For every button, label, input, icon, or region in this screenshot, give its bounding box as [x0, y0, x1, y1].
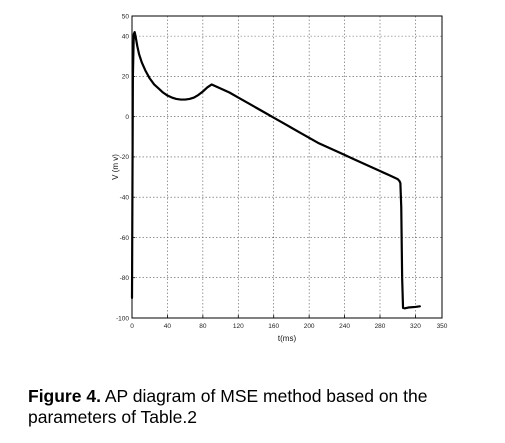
y-tick-label: -40	[120, 195, 130, 202]
x-axis-label: t(ms)	[278, 334, 297, 343]
caption-text: AP diagram of MSE method based on the pa…	[28, 386, 428, 427]
figure: 0 40 80 120 160 200 240 280 320 350 50 40 20 0 -20 -40-…	[111, 13, 448, 343]
y-tick-label: -60	[120, 235, 130, 242]
y-tick-label: 0	[125, 114, 129, 121]
series-line-0	[130, 31, 421, 310]
y-tick-label: 20	[122, 74, 130, 81]
caption-label: Figure 4.	[28, 386, 101, 406]
y-tick-label: -20	[120, 154, 130, 161]
x-tick-label: 280	[375, 323, 386, 330]
x-tick-label: 320	[410, 323, 421, 330]
plot-svg: 0 40 80 120 160 200 240 280 320 3505040200-20-40-…	[111, 13, 448, 343]
x-tick-label: 0	[130, 323, 134, 330]
plot-frame	[131, 15, 443, 319]
x-tick-label: 240	[339, 323, 350, 330]
y-tick-label: -80	[120, 275, 130, 282]
x-tick-label: 350	[437, 323, 448, 330]
tick-labels: 0 40 80 120 160 200 240 280 320 3505040200-20-40-…	[116, 13, 448, 330]
series-layer	[130, 31, 421, 310]
y-axis-label: V (m v)	[111, 154, 120, 180]
x-tick-label: 80	[199, 323, 207, 330]
y-tick-label: 50	[122, 13, 130, 20]
x-tick-label: 40	[164, 323, 172, 330]
y-tick-label: 40	[122, 33, 130, 40]
x-tick-label: 160	[268, 323, 279, 330]
y-tick-label: -100	[116, 315, 129, 322]
x-tick-label: 200	[304, 323, 315, 330]
figure-caption: Figure 4. AP diagram of MSE method based…	[28, 386, 498, 428]
x-tick-label: 120	[233, 323, 244, 330]
plot-area	[132, 16, 442, 318]
grid	[131, 15, 443, 319]
